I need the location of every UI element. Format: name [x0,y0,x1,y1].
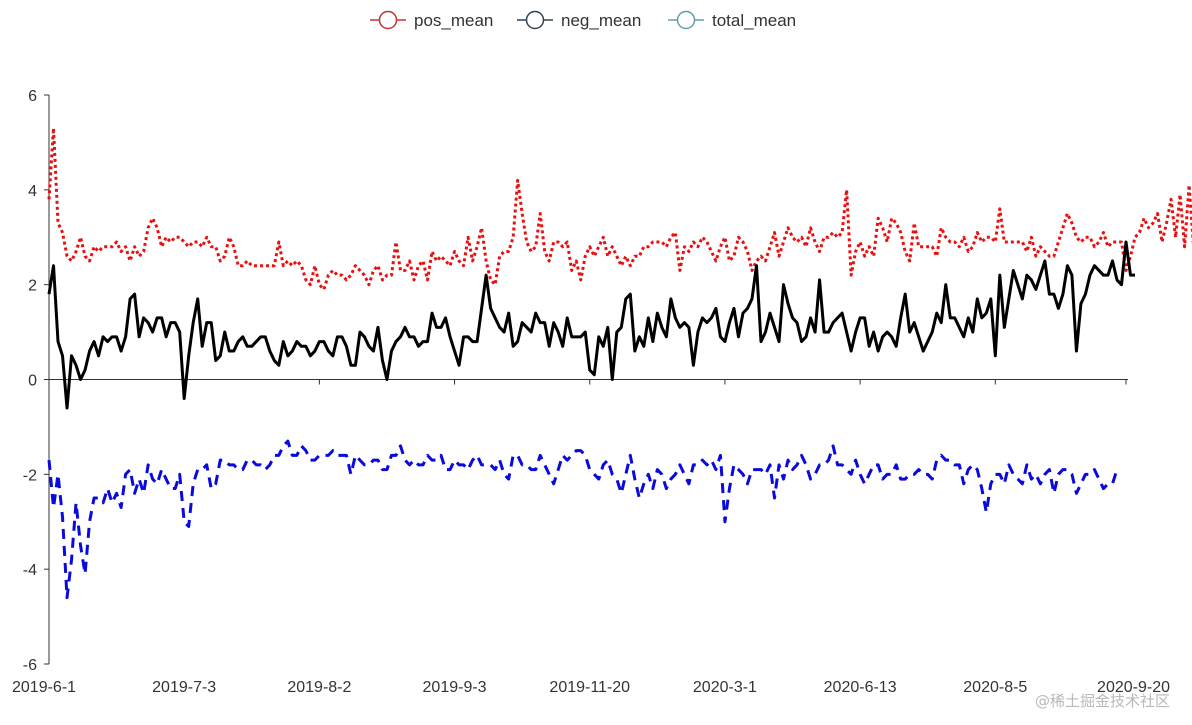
legend[interactable]: pos_mean neg_mean total_mean [370,10,796,30]
y-tick-label: -4 [23,562,37,579]
x-tick-label: 2019-6-1 [12,679,76,696]
legend-circle-icon [525,10,545,30]
legend-circle-icon [378,10,398,30]
x-tick-label: 2019-9-3 [423,679,487,696]
series-line-neg-mean [47,240,1136,410]
x-tick-label: 2020-3-1 [693,679,757,696]
series-line-total-mean [47,439,1119,600]
x-tick-label: 2020-8-5 [963,679,1027,696]
legend-label: pos_mean [414,11,493,30]
x-tick-label: 2019-11-20 [549,679,630,696]
y-tick-label: -6 [23,657,37,674]
legend-item-total-mean[interactable]: total_mean [668,10,796,30]
y-tick-label: 2 [28,278,37,295]
series-layer [47,126,1192,600]
series-line-pos-mean [47,126,1192,291]
x-tick-label: 2020-9-20 [1097,679,1170,696]
legend-label: total_mean [712,11,796,30]
x-tick-label: 2019-8-2 [287,679,351,696]
x-tick-label: 2019-7-3 [152,679,216,696]
y-tick-label: -2 [23,467,37,484]
legend-label: neg_mean [561,11,641,30]
legend-item-pos-mean[interactable]: pos_mean [370,10,493,30]
y-tick-label: 6 [28,88,37,105]
legend-circle-icon [676,10,696,30]
axes: -6 -4 -2 0 2 4 6 2019-6-1 2019-7-3 2019-8-2 2019-9… [12,88,1170,696]
y-tick-label: 0 [28,373,37,390]
watermark: @稀土掘金技术社区 [1034,692,1170,710]
legend-item-neg-mean[interactable]: neg_mean [517,10,641,30]
x-tick-label: 2020-6-13 [824,679,897,696]
y-tick-label: 4 [28,183,37,200]
